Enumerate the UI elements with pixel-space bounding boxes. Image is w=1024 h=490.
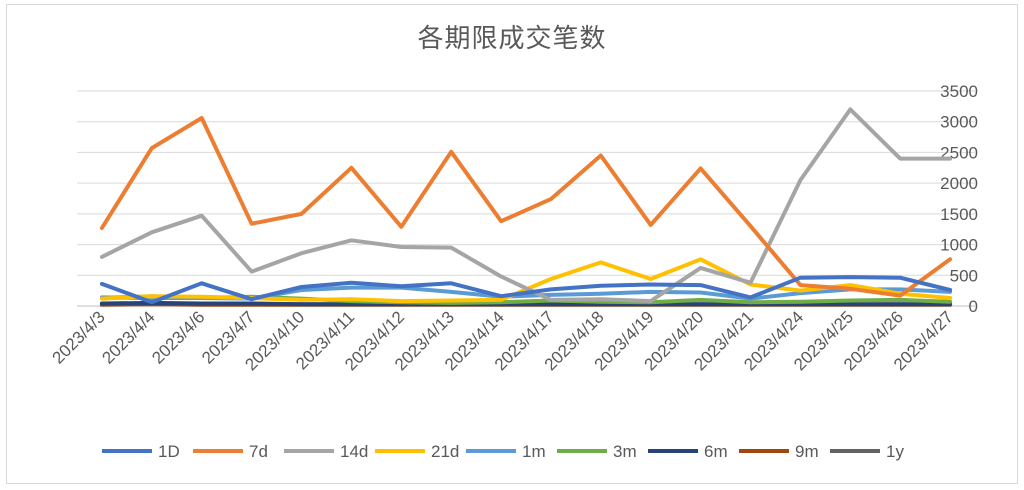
legend-label-6m: 6m xyxy=(704,442,728,461)
y-tick-label: 2000 xyxy=(940,174,978,193)
legend-label-1y: 1y xyxy=(886,442,904,461)
series-line-1d xyxy=(99,275,953,305)
chart-frame xyxy=(6,4,1018,484)
chart-title: 各期限成交笔数 xyxy=(417,23,607,53)
series-lines xyxy=(99,107,953,307)
y-tick-label: 3000 xyxy=(940,113,978,132)
series-line-14d xyxy=(99,107,953,304)
y-tick-label: 1000 xyxy=(940,236,978,255)
x-tick-label: 2023/4/4 xyxy=(98,307,158,367)
x-tick-label: 2023/4/3 xyxy=(49,307,109,367)
legend-label-1d: 1D xyxy=(158,442,180,461)
series-line-7d xyxy=(99,116,953,298)
legend-label-3m: 3m xyxy=(613,442,637,461)
y-tick-label: 3500 xyxy=(940,82,978,101)
legend-label-1m: 1m xyxy=(522,442,546,461)
y-tick-label: 500 xyxy=(950,266,978,285)
series-line-6m xyxy=(99,300,953,307)
x-axis-ticks: 2023/4/32023/4/42023/4/62023/4/72023/4/1… xyxy=(49,307,957,374)
legend-label-9m: 9m xyxy=(795,442,819,461)
legend: 1D 7d 14d 21d 1m 3m 6m 9m 1y xyxy=(102,442,904,461)
y-tick-label: 1500 xyxy=(940,205,978,224)
y-tick-label: 0 xyxy=(969,297,978,316)
legend-label-14d: 14d xyxy=(340,442,368,461)
legend-label-21d: 21d xyxy=(431,442,459,461)
legend-label-7d: 7d xyxy=(249,442,268,461)
x-tick-label: 2023/4/6 xyxy=(148,307,208,367)
gridlines xyxy=(77,90,975,307)
